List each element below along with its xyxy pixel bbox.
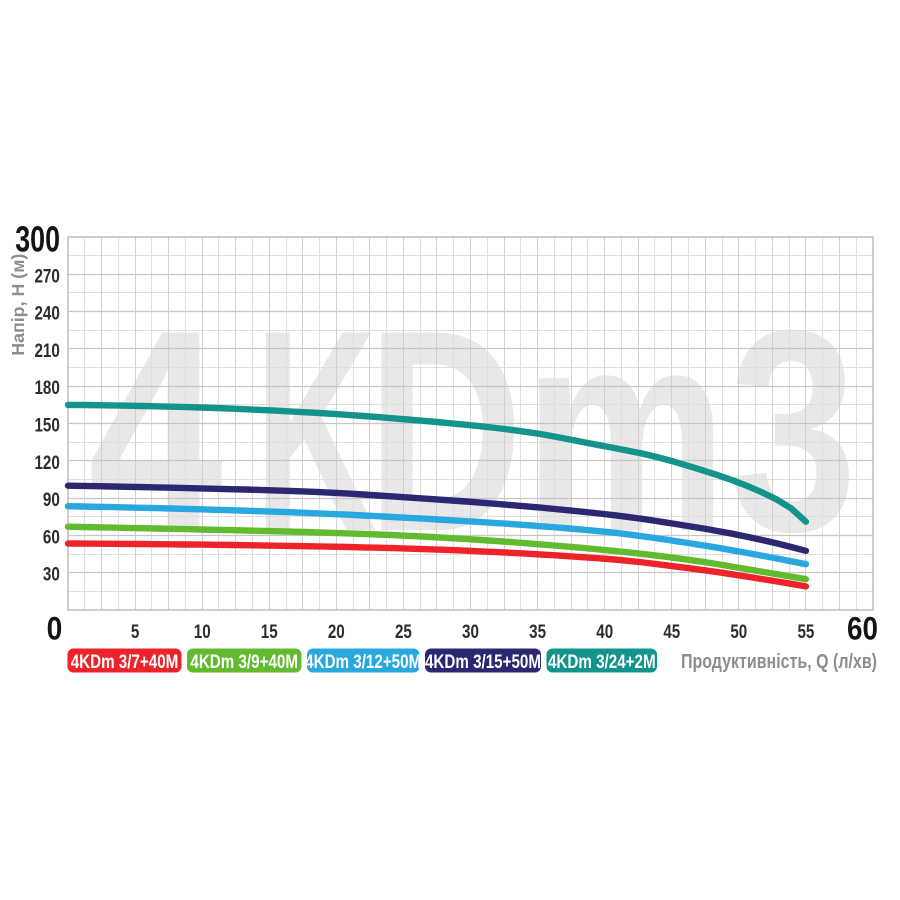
svg-text:120: 120 — [34, 451, 59, 473]
svg-text:35: 35 — [529, 620, 546, 642]
svg-text:4KDm 3/12+50M: 4KDm 3/12+50M — [305, 650, 421, 672]
svg-text:4KDm 3/7+40M: 4KDm 3/7+40M — [71, 650, 179, 672]
svg-text:240: 240 — [34, 302, 59, 324]
svg-text:5: 5 — [131, 620, 140, 642]
svg-text:50: 50 — [730, 620, 747, 642]
svg-text:4: 4 — [88, 271, 225, 592]
svg-text:180: 180 — [34, 376, 59, 398]
svg-text:55: 55 — [797, 620, 814, 642]
svg-text:4KDm 3/9+40M: 4KDm 3/9+40M — [190, 650, 298, 672]
svg-text:30: 30 — [462, 620, 479, 642]
svg-text:30: 30 — [43, 563, 60, 585]
svg-text:25: 25 — [395, 620, 412, 642]
svg-text:15: 15 — [261, 620, 278, 642]
svg-text:0: 0 — [47, 612, 63, 647]
svg-text:3: 3 — [729, 271, 857, 592]
svg-text:45: 45 — [663, 620, 680, 642]
svg-text:40: 40 — [596, 620, 613, 642]
svg-text:90: 90 — [43, 488, 60, 510]
svg-text:4KDm 3/24+2M: 4KDm 3/24+2M — [548, 650, 656, 672]
svg-text:Продуктивність, Q (л/хв): Продуктивність, Q (л/хв) — [681, 650, 877, 672]
svg-text:K: K — [254, 271, 376, 591]
svg-text:150: 150 — [34, 414, 59, 436]
svg-text:4KDm 3/15+50M: 4KDm 3/15+50M — [425, 650, 541, 672]
svg-text:m: m — [524, 271, 728, 591]
svg-text:300: 300 — [15, 218, 60, 259]
svg-text:10: 10 — [194, 620, 211, 642]
svg-text:60: 60 — [43, 526, 60, 548]
svg-text:210: 210 — [34, 339, 59, 361]
svg-text:Напір, Н (м): Напір, Н (м) — [8, 254, 28, 356]
svg-text:60: 60 — [847, 612, 878, 647]
svg-text:270: 270 — [34, 264, 59, 286]
svg-text:20: 20 — [328, 620, 345, 642]
